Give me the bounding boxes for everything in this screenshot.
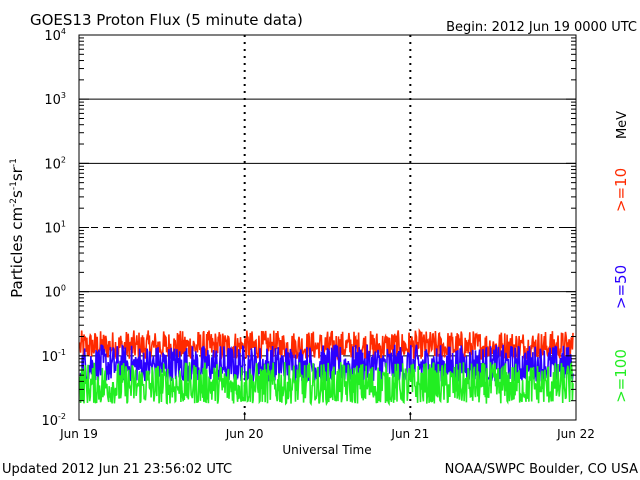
y-axis-ticks: 10-2 10-1 100 101 102 103 104: [41, 27, 576, 429]
series-line-3: [79, 361, 574, 407]
y-tick-label: 102: [44, 155, 66, 172]
x-tick-label: Jun 21: [390, 427, 429, 441]
x-axis-ticks: Jun 19 Jun 20 Jun 21 Jun 22: [59, 412, 595, 441]
y-tick-label: 103: [44, 91, 66, 108]
x-tick-label: Jun 22: [556, 427, 595, 441]
legend-label-2: >=50: [612, 265, 630, 309]
y-tick-label: 104: [44, 27, 66, 44]
credit-label: NOAA/SWPC Boulder, CO USA: [445, 462, 638, 477]
legend-label-1: >=10: [612, 168, 630, 212]
begin-label: Begin: 2012 Jun 19 0000 UTC: [446, 20, 637, 35]
y-tick-label: 10-1: [41, 348, 66, 365]
x-tick-label: Jun 19: [59, 427, 98, 441]
chart-title: GOES13 Proton Flux (5 minute data): [30, 11, 303, 29]
legend-unit-label: MeV: [615, 111, 630, 139]
x-tick-label: Jun 20: [225, 427, 264, 441]
series-line-2: [79, 344, 574, 384]
y-tick-label: 100: [44, 284, 66, 301]
updated-label: Updated 2012 Jun 21 23:56:02 UTC: [2, 462, 232, 477]
series-layer: [79, 328, 574, 407]
legend: >=10 >=50 >=100 MeV: [612, 111, 630, 403]
x-axis-label: Universal Time: [282, 443, 371, 457]
legend-label-3: >=100: [612, 349, 630, 403]
y-axis-label: Particles cm-2s-1sr-1: [8, 158, 26, 298]
y-tick-label: 101: [44, 220, 66, 237]
y-tick-label: 10-2: [41, 412, 66, 429]
